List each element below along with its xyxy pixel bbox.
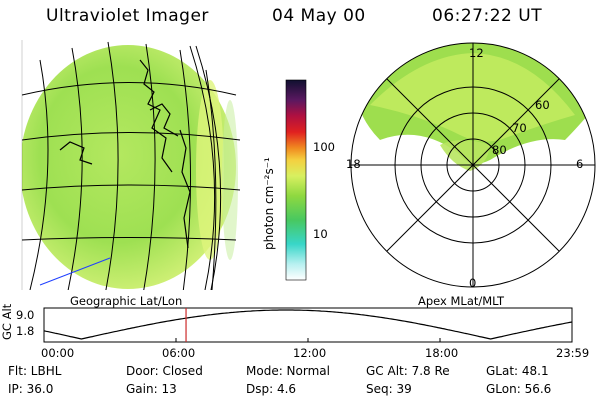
info-glon: GLon: 56.6 bbox=[486, 382, 552, 396]
mlat-label-70: 70 bbox=[512, 121, 527, 135]
mlt-label-12: 12 bbox=[469, 46, 484, 60]
info-seq: Seq: 39 bbox=[366, 382, 412, 396]
geographic-map-label: Geographic Lat/Lon bbox=[70, 294, 183, 308]
mlat-label-80: 80 bbox=[492, 143, 507, 157]
info-gain: Gain: 13 bbox=[126, 382, 177, 396]
apex-polar-plot bbox=[350, 42, 596, 288]
orbit-altitude-curve bbox=[43, 309, 573, 340]
mlt-label-0: 0 bbox=[469, 276, 477, 290]
info-dsp: Dsp: 4.6 bbox=[246, 382, 297, 396]
orbit-ylabel: GC Alt bbox=[0, 303, 14, 340]
instrument-title: Ultraviolet Imager bbox=[46, 6, 209, 26]
info-mode: Mode: Normal bbox=[246, 364, 330, 378]
orbit-ymax-label: 9.0 bbox=[16, 308, 35, 322]
apex-map-label: Apex MLat/MLT bbox=[418, 294, 505, 308]
colorbar-tick-10: 10 bbox=[313, 227, 328, 241]
mlt-label-6: 6 bbox=[576, 157, 584, 171]
time-label: 06:27:22 UT bbox=[432, 6, 543, 26]
orbit-xtick-1200: 12:00 bbox=[293, 346, 327, 360]
color-scale-bar bbox=[285, 79, 307, 281]
orbit-xtick-0000: 00:00 bbox=[41, 346, 75, 360]
colorbar-tick-100: 100 bbox=[313, 140, 335, 154]
mlt-label-18: 18 bbox=[346, 157, 361, 171]
info-door: Door: Closed bbox=[126, 364, 203, 378]
orbit-ymin-label: 1.8 bbox=[16, 324, 35, 338]
orbit-xtick-1800: 18:00 bbox=[425, 346, 459, 360]
colorbar-unit-label: photon cm⁻²s⁻¹ bbox=[262, 157, 276, 250]
mlat-label-60: 60 bbox=[535, 98, 550, 112]
info-flt: Flt: LBHL bbox=[8, 364, 62, 378]
orbit-altitude-plot bbox=[43, 307, 573, 343]
geographic-globe-image bbox=[21, 40, 241, 290]
orbit-xtick-2359: 23:59 bbox=[556, 346, 590, 360]
date-label: 04 May 00 bbox=[272, 6, 366, 26]
orbit-xtick-0600: 06:00 bbox=[162, 346, 196, 360]
info-glat: GLat: 48.1 bbox=[486, 364, 549, 378]
info-ip: IP: 36.0 bbox=[8, 382, 54, 396]
info-gcalt: GC Alt: 7.8 Re bbox=[366, 364, 450, 378]
